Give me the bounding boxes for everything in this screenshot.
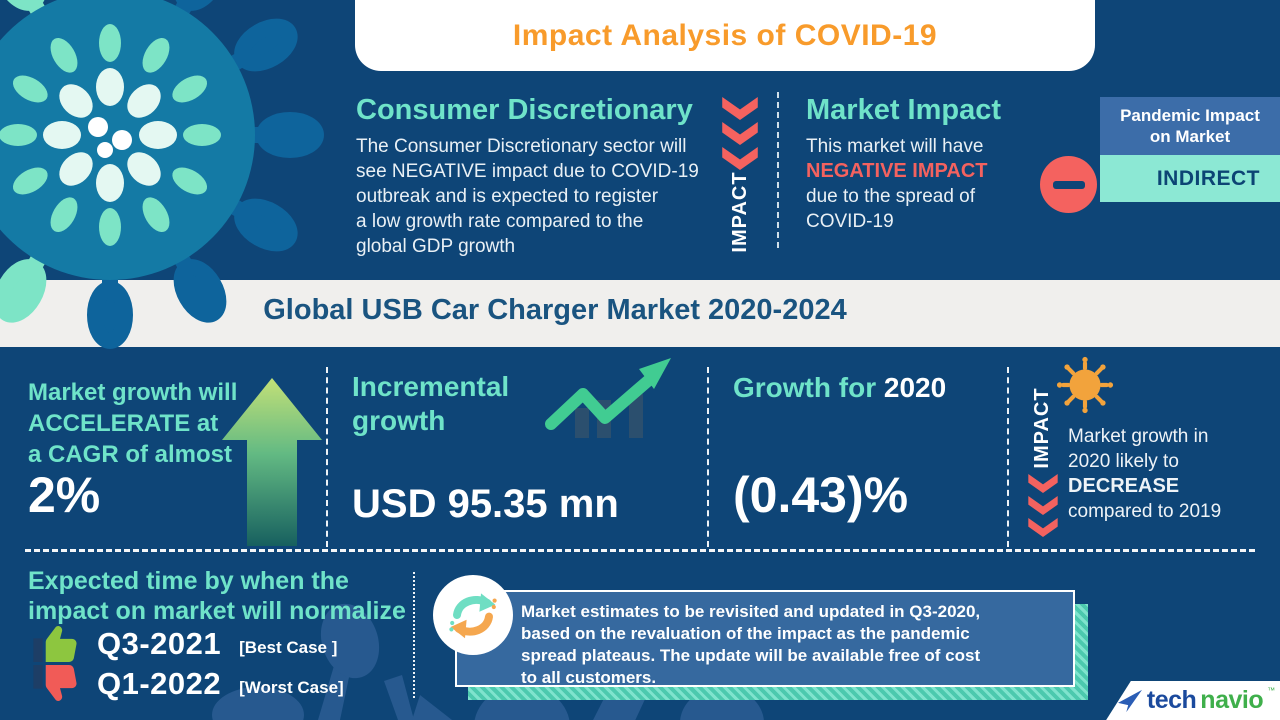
- minus-bar: [1052, 180, 1085, 189]
- coronavirus-orange-icon: [1056, 356, 1114, 414]
- note-line: spread plateaus. The update will be avai…: [521, 646, 981, 665]
- decrease-text: DECREASE: [1068, 475, 1180, 497]
- note-text: Market estimates to be revisited and upd…: [521, 601, 1063, 689]
- normalize-title-line: Expected time by when the: [28, 567, 349, 595]
- stats-divider: [326, 367, 328, 547]
- sector-description: The Consumer Discretionary sector will s…: [356, 134, 699, 259]
- refresh-arrows-icon: [449, 593, 497, 639]
- cagr-line: ACCELERATE at: [28, 410, 219, 437]
- market-impact-line: This market will have: [806, 136, 984, 157]
- cagr-value: 2%: [28, 467, 101, 523]
- sector-line: outbreak and is expected to register: [356, 186, 659, 207]
- update-cycle-badge: [433, 575, 513, 655]
- cagr-line: Market growth will: [28, 379, 238, 406]
- sector-title: Consumer Discretionary: [356, 94, 693, 126]
- bottom-dotted-divider: [413, 572, 415, 698]
- worst-case-row: Q1-2022 [Worst Case]: [33, 665, 344, 702]
- stats-divider: [1007, 367, 1009, 547]
- pandemic-impact-badge: Pandemic Impact on Market INDIRECT: [1100, 97, 1280, 202]
- pandemic-impact-value: INDIRECT: [1100, 155, 1280, 202]
- incremental-line: growth: [352, 405, 446, 436]
- horizontal-dashed-divider: [25, 549, 1255, 552]
- logo-text-navio: navio: [1200, 686, 1264, 714]
- sector-line: The Consumer Discretionary sector will: [356, 136, 687, 157]
- note-box: Market estimates to be revisited and upd…: [455, 590, 1075, 687]
- pandemic-header-line: on Market: [1149, 127, 1231, 146]
- report-title: Global USB Car Charger Market 2020-2024: [263, 294, 847, 326]
- market-impact-line: COVID-19: [806, 211, 894, 232]
- best-case-value: Q3-2021: [97, 625, 222, 661]
- technavio-arrow-icon: [1117, 689, 1142, 712]
- growth-label-year: 2020: [883, 372, 947, 403]
- note-line: to all customers.: [521, 668, 657, 687]
- growth-2020-label: Growth for 2020: [733, 372, 946, 404]
- pandemic-impact-header: Pandemic Impact on Market: [1100, 97, 1280, 155]
- market-impact-title: Market Impact: [806, 94, 1002, 126]
- logo-trademark: ™: [1267, 686, 1276, 695]
- sector-line: a low growth rate compared to the: [356, 211, 644, 232]
- best-case-label: [Best Case ]: [239, 638, 338, 657]
- impact-down-chevrons-icon: [722, 97, 758, 170]
- growth-up-arrow-icon: [222, 378, 322, 546]
- growth-2020-value: (0.43)%: [733, 467, 909, 523]
- normalize-title-line: impact on market will normalize: [28, 597, 406, 625]
- sector-line: see NEGATIVE impact due to COVID-19: [356, 161, 699, 182]
- incremental-line: Incremental: [352, 371, 510, 402]
- impact-2020-line: Market growth in: [1068, 426, 1209, 447]
- sector-line: global GDP growth: [356, 236, 516, 257]
- impact-2020-line: compared to 2019: [1068, 501, 1222, 522]
- worst-case-label: [Worst Case]: [239, 678, 344, 697]
- coronavirus-illustration: [0, 0, 324, 349]
- trend-chart-icon: [545, 358, 671, 438]
- incremental-growth-value: USD 95.35 mn: [352, 482, 619, 526]
- section-divider: [777, 92, 779, 248]
- thumbs-down-icon: [33, 665, 77, 701]
- negative-impact-text: NEGATIVE IMPACT: [806, 160, 988, 182]
- growth-label-teal: Growth for: [733, 372, 877, 403]
- decrease-chevrons-icon: [1028, 474, 1058, 537]
- cagr-line: a CAGR of almost: [28, 441, 233, 468]
- stats-divider: [707, 367, 709, 547]
- pandemic-header-line: Pandemic Impact: [1120, 106, 1260, 125]
- impact-vertical-label: IMPACT: [1031, 387, 1053, 469]
- impact-vertical-label: IMPACT: [729, 171, 751, 253]
- impact-2020-statement: Market growth in 2020 likely to DECREASE…: [1068, 424, 1221, 524]
- market-impact-description: This market will have NEGATIVE IMPACT du…: [806, 134, 987, 234]
- technavio-logo: tech navio ™: [1106, 681, 1280, 720]
- cagr-statement: Market growth will ACCELERATE at a CAGR …: [28, 377, 237, 470]
- best-case-row: Q3-2021 [Best Case ]: [33, 625, 337, 662]
- market-impact-line: due to the spread of: [806, 186, 976, 207]
- normalize-title: Expected time by when the impact on mark…: [28, 566, 406, 626]
- impact-2020-line: 2020 likely to: [1068, 451, 1179, 472]
- banner: Impact Analysis of COVID-19: [355, 0, 1095, 71]
- banner-title: Impact Analysis of COVID-19: [512, 18, 938, 52]
- incremental-growth-label: Incremental growth: [352, 370, 509, 438]
- thumbs-up-icon: [33, 626, 77, 662]
- logo-text-tech: tech: [1146, 686, 1197, 714]
- minus-circle-icon: [1040, 156, 1097, 213]
- worst-case-value: Q1-2022: [97, 665, 222, 701]
- note-line: Market estimates to be revisited and upd…: [521, 602, 981, 621]
- note-line: based on the revaluation of the impact a…: [521, 624, 970, 643]
